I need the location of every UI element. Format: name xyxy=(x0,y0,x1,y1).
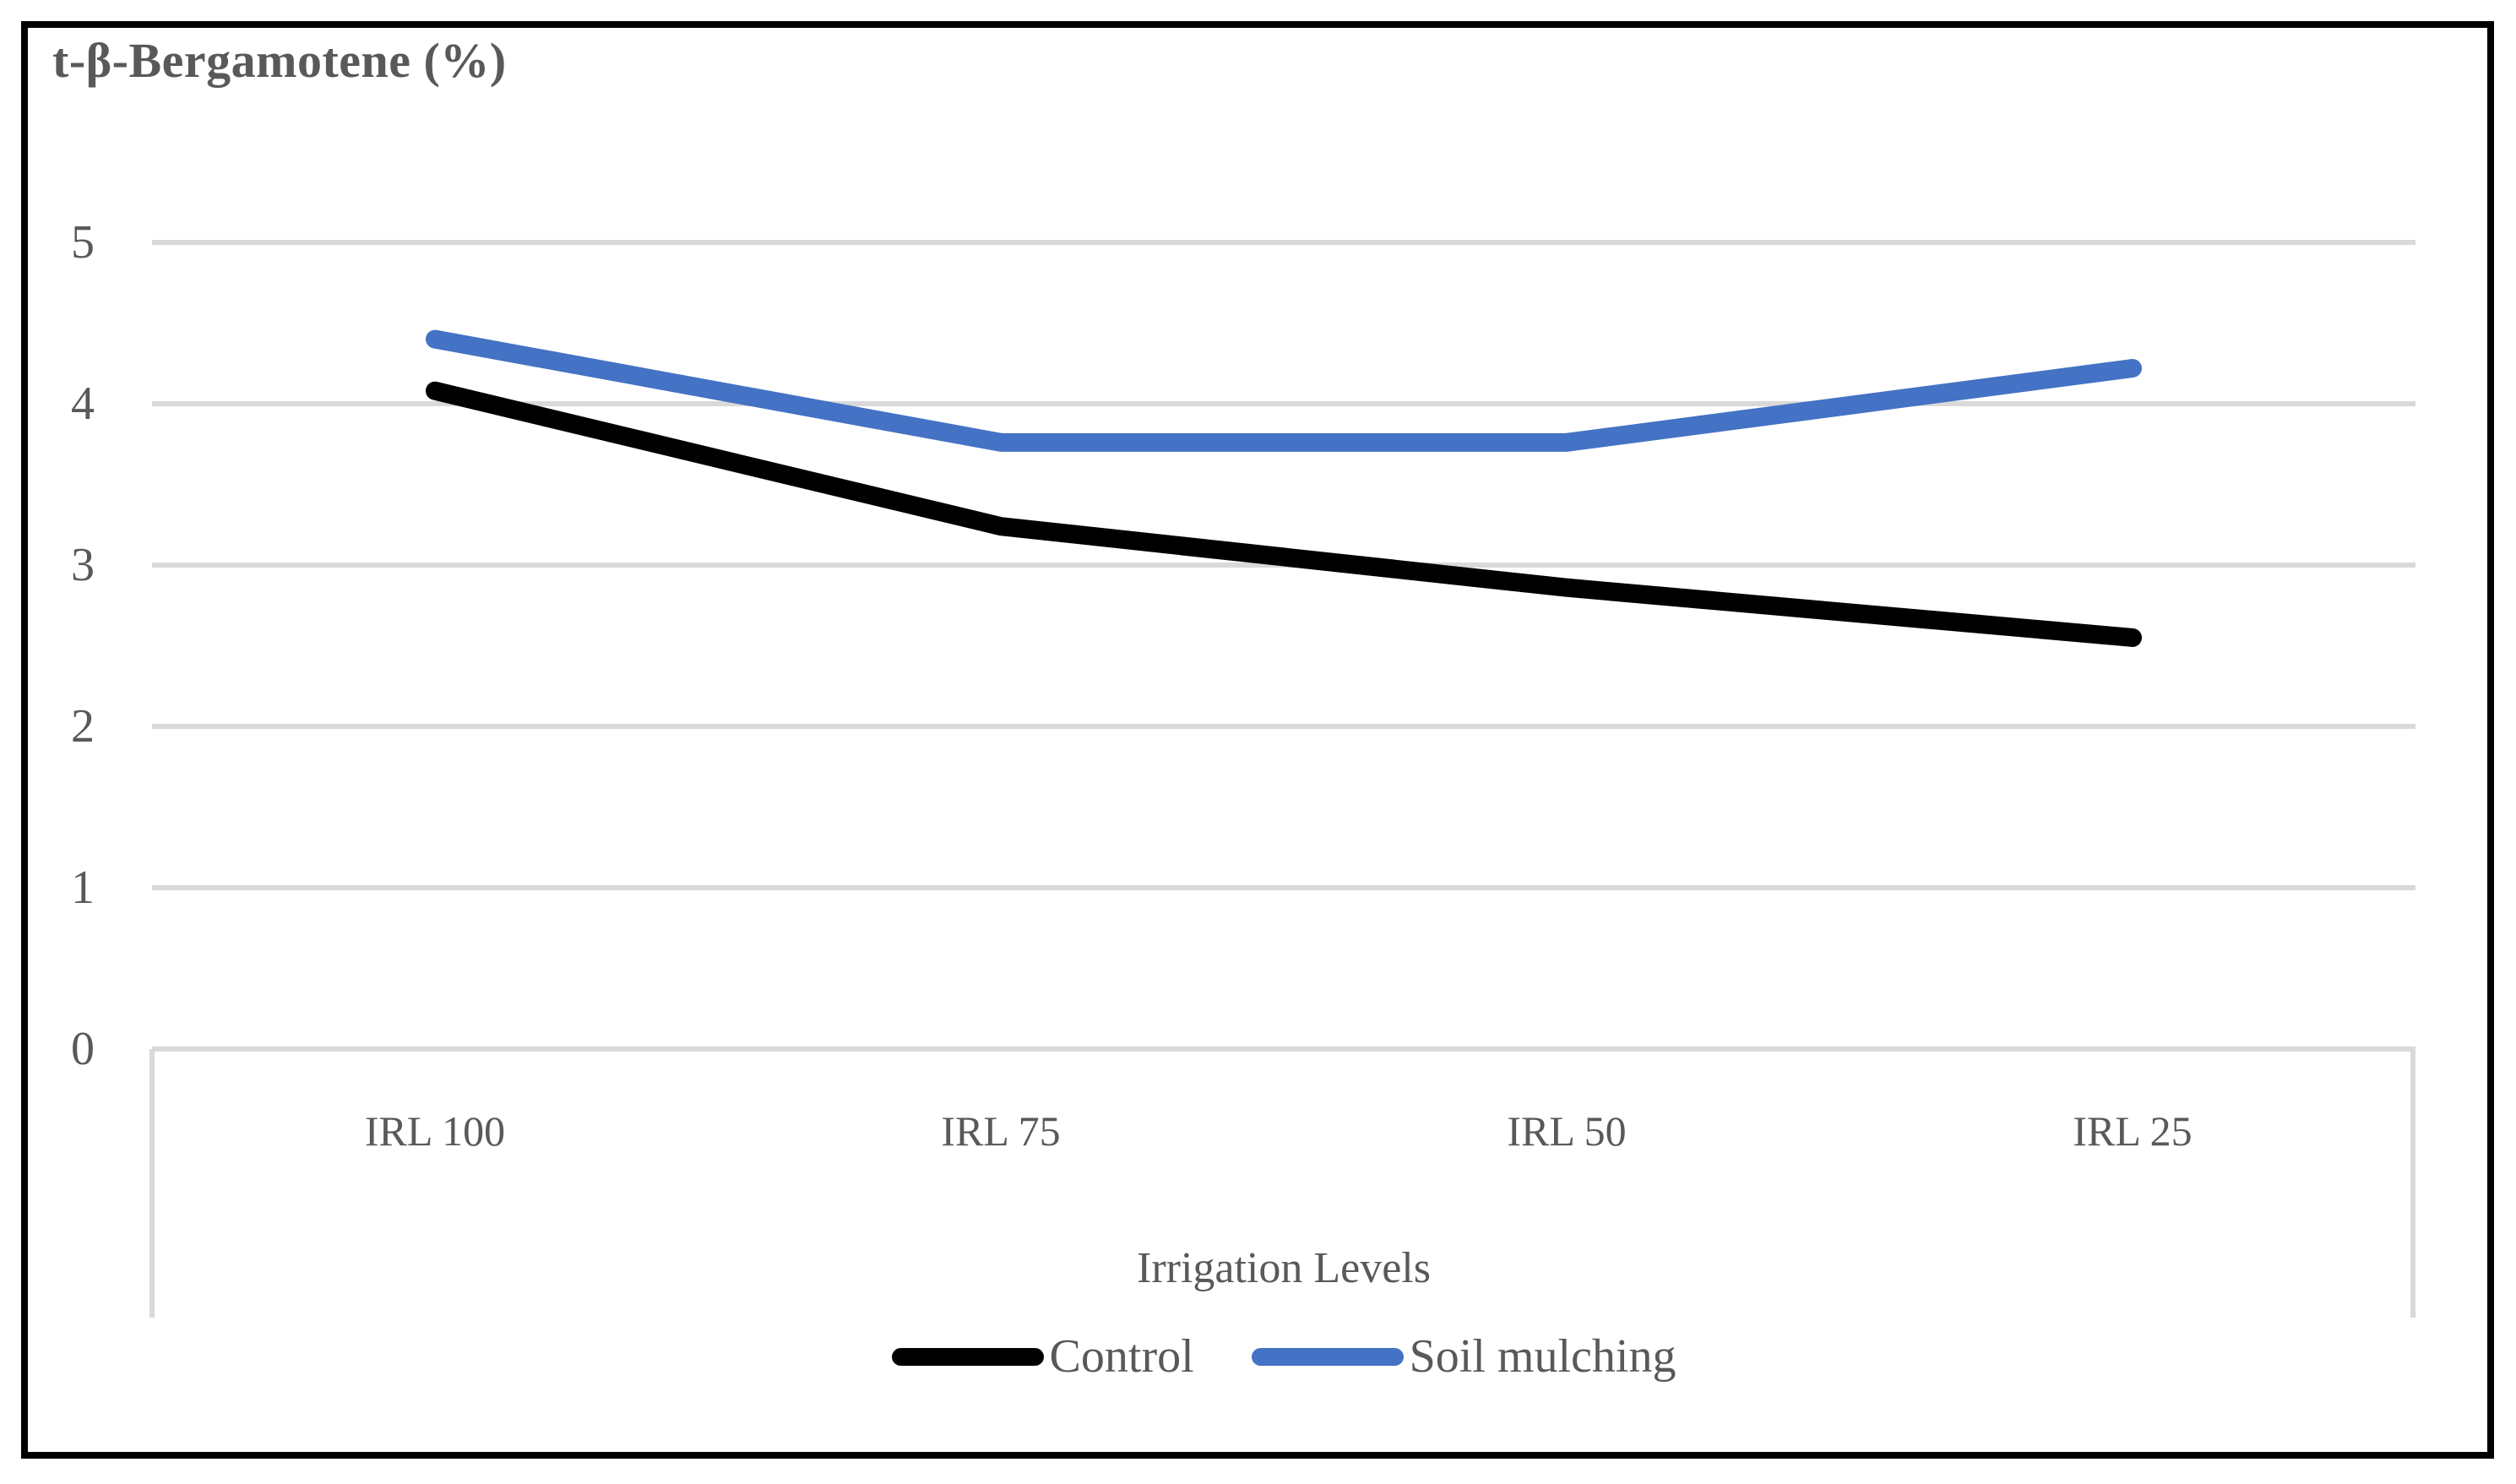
axis-area-border-left xyxy=(149,1049,155,1318)
x-category-label-4: IRL 25 xyxy=(2073,1107,2193,1155)
chart-title: t-β-Bergamotene (%) xyxy=(52,33,507,88)
x-category-label-2: IRL 75 xyxy=(941,1107,1061,1155)
gridline-y-4 xyxy=(152,401,2415,406)
x-category-label-1: IRL 100 xyxy=(364,1107,506,1155)
legend-line-swatch xyxy=(891,1347,1044,1366)
y-tick-label-1: 1 xyxy=(71,862,95,914)
gridline-y-0 xyxy=(152,1046,2415,1052)
y-tick-label-5: 5 xyxy=(71,216,95,269)
y-tick-label-4: 4 xyxy=(71,378,95,430)
series-line-control xyxy=(426,381,2142,647)
figure-border xyxy=(21,21,2494,1459)
gridline-y-2 xyxy=(152,724,2415,729)
x-category-label-3: IRL 50 xyxy=(1507,1107,1627,1155)
legend-label: Control xyxy=(1049,1330,1194,1383)
y-tick-label-0: 0 xyxy=(71,1023,95,1075)
x-axis-title: Irrigation Levels xyxy=(1137,1244,1431,1292)
gridline-y-1 xyxy=(152,885,2415,890)
y-tick-label-2: 2 xyxy=(71,700,95,753)
legend-line-swatch xyxy=(1251,1347,1404,1366)
legend-label: Soil mulching xyxy=(1409,1330,1676,1383)
series-line-soil-mulching xyxy=(426,329,2142,452)
legend-item-control: Control xyxy=(891,1329,1194,1383)
gridline-y-5 xyxy=(152,240,2415,245)
legend-item-soil-mulching: Soil mulching xyxy=(1251,1329,1676,1383)
y-tick-label-3: 3 xyxy=(71,539,95,591)
chart-legend: Control Soil mulching xyxy=(152,1324,2415,1389)
axis-area-border-right xyxy=(2410,1049,2415,1318)
